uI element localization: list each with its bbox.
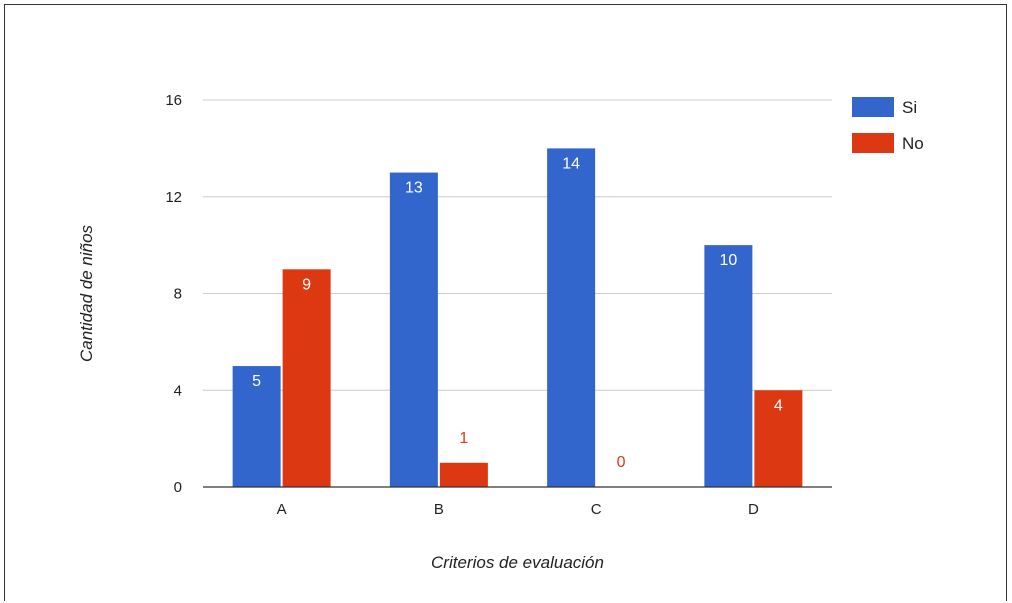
data-label: 4 [774,397,783,414]
x-axis-title: Criterios de evaluación [431,553,604,572]
legend-label-si: Si [902,98,917,117]
x-tick-label: C [591,501,602,518]
chart-frame [4,4,1007,601]
data-label: 10 [719,252,737,269]
data-label: 14 [562,155,580,172]
legend: Si No [852,97,924,153]
bar-si-d [704,245,753,487]
x-axis-ticks: A B C D [277,501,759,518]
bars [232,148,803,487]
data-label: 0 [617,454,626,471]
data-label: 1 [459,430,468,447]
y-tick-label: 4 [174,382,182,399]
data-labels: 5 9 13 1 14 0 10 4 [252,155,783,471]
bar-si-b [389,172,438,487]
legend-label-no: No [902,134,924,153]
x-tick-label: D [748,501,759,518]
y-tick-label: 16 [165,92,182,109]
y-tick-label: 8 [174,286,182,303]
bar-no-b [439,462,488,487]
bar-si-a [232,366,281,487]
data-label: 5 [252,373,261,390]
legend-swatch-si [852,97,894,117]
bar-no-a [282,269,331,487]
y-tick-label: 12 [165,189,182,206]
bar-si-c [547,148,596,487]
data-label: 9 [302,276,311,293]
y-axis-title: Cantidad de niños [77,224,96,362]
data-label: 13 [405,180,423,197]
y-tick-label: 0 [174,479,182,496]
x-tick-label: B [434,501,444,518]
y-axis-ticks: 0 4 8 12 16 [165,92,182,496]
bar-no-d [754,390,803,487]
x-tick-label: A [277,501,287,518]
legend-swatch-no [852,133,894,153]
